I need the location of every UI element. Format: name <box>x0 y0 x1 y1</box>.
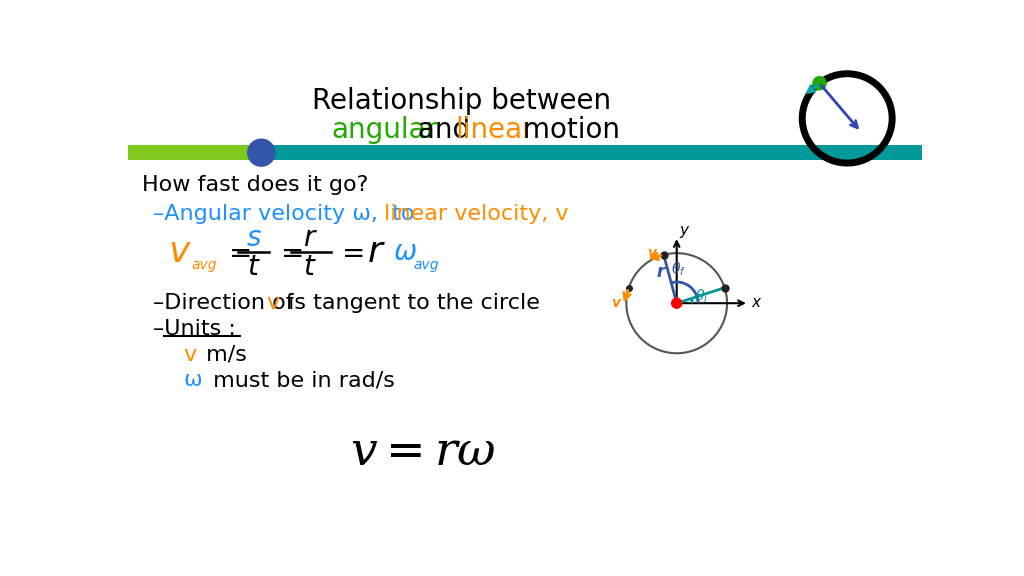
Bar <box>260 145 922 160</box>
Text: $\mathit{r}$: $\mathit{r}$ <box>367 236 385 270</box>
Text: $\theta_i$: $\theta_i$ <box>695 287 709 305</box>
Text: avg: avg <box>191 259 217 272</box>
Text: v: v <box>266 293 280 313</box>
Text: How fast does it go?: How fast does it go? <box>142 175 369 195</box>
Circle shape <box>248 139 274 166</box>
Text: v: v <box>183 345 197 365</box>
Text: $v = r\omega$: $v = r\omega$ <box>349 430 496 475</box>
Text: x: x <box>752 295 761 310</box>
Text: y: y <box>680 223 689 238</box>
Text: angular: angular <box>331 116 437 144</box>
Text: $\theta_f$: $\theta_f$ <box>672 261 686 278</box>
Text: and: and <box>409 116 478 144</box>
Text: v: v <box>611 296 621 310</box>
Text: $\mathit{r}$: $\mathit{r}$ <box>303 223 317 252</box>
Bar <box>128 145 260 160</box>
Text: r: r <box>656 263 665 282</box>
Text: motion: motion <box>514 116 620 144</box>
Text: $\mathit{v}$: $\mathit{v}$ <box>168 236 193 270</box>
Text: $\mathit{s}$: $\mathit{s}$ <box>246 223 261 252</box>
Text: is tangent to the circle: is tangent to the circle <box>282 293 541 313</box>
Text: $=$: $=$ <box>275 238 303 266</box>
Circle shape <box>672 298 682 308</box>
Text: $=$: $=$ <box>222 238 250 266</box>
Text: linear velocity, v: linear velocity, v <box>384 204 568 224</box>
Text: $\mathit{t}$: $\mathit{t}$ <box>303 253 317 281</box>
Text: –Direction of: –Direction of <box>153 293 301 313</box>
Text: m/s: m/s <box>200 345 247 365</box>
Text: –Units :: –Units : <box>153 319 236 339</box>
Text: avg: avg <box>414 259 438 272</box>
Text: –Angular velocity ω,  to: –Angular velocity ω, to <box>153 204 422 224</box>
Text: $\mathit{t}$: $\mathit{t}$ <box>247 253 260 281</box>
Text: $=$: $=$ <box>336 238 364 266</box>
Text: Relationship between: Relationship between <box>311 87 610 115</box>
Text: $\omega$: $\omega$ <box>393 238 417 266</box>
Circle shape <box>813 77 826 90</box>
Text: v: v <box>647 245 656 260</box>
Text: must be in rad/s: must be in rad/s <box>206 370 394 390</box>
Text: ω: ω <box>183 370 203 390</box>
Text: linear: linear <box>455 116 534 144</box>
